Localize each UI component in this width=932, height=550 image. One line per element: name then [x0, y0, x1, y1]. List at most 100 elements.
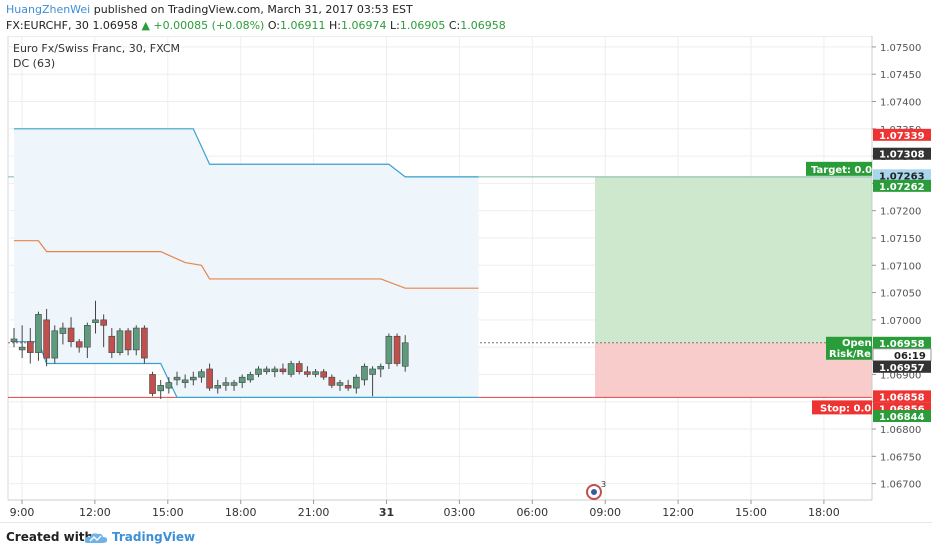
price-badge-bg: [873, 360, 931, 373]
price-change: ▲ +0.00085 (+0.08%): [141, 19, 265, 32]
open-value: 1.06911: [280, 19, 326, 32]
publish-line: HuangZhenWei published on TradingView.co…: [6, 2, 413, 18]
high-label: H:: [329, 19, 341, 32]
footer-bar: Created with TradingView: [0, 522, 932, 550]
candle-body: [100, 319, 107, 326]
price-badge-label: 1.07339: [879, 131, 925, 142]
candle-body: [295, 363, 303, 373]
high-value: 1.06974: [341, 19, 387, 32]
price-badge-label: 1.07262: [879, 182, 925, 193]
donchian-upper-line: [14, 128, 479, 178]
candle-body: [198, 371, 205, 378]
price-badge-label: 1.07308: [879, 150, 925, 161]
candle-body: [43, 319, 50, 359]
candle-body: [190, 376, 197, 381]
price-chart[interactable]: 1.075001.074501.074001.073501.073001.072…: [0, 36, 932, 522]
candle-body: [214, 385, 222, 389]
target-badge-label: Target: 0.0: [811, 165, 872, 176]
candle-body: [157, 385, 164, 392]
price-tick-label: 1.07050: [880, 289, 921, 300]
candle-body: [10, 338, 18, 342]
candle-body: [124, 330, 132, 351]
candle-body: [222, 382, 230, 386]
risk-badge-label: Risk/Re: [829, 349, 871, 360]
candle-body: [18, 346, 26, 351]
time-axis[interactable]: 9:00 12:00 15:00 18:00 21:00 31 03:00 06:00 09:0…: [8, 499, 872, 519]
time-tick-label: 9:00: [10, 506, 35, 519]
position-zones[interactable]: [8, 176, 872, 398]
candle-body: [35, 314, 42, 353]
candle-body: [255, 368, 262, 375]
candle-body: [279, 368, 287, 373]
candle-body: [230, 382, 238, 386]
low-value: 1.06905: [399, 19, 446, 32]
price-tick-label: 1.06900: [880, 370, 921, 381]
price-badge-bg: [873, 128, 931, 141]
price-badge-bg: [873, 336, 931, 349]
candle-body: [247, 374, 254, 381]
candle-body: [320, 371, 328, 378]
price-tick-label: 1.07200: [880, 207, 921, 218]
time-tick-label: 12:00: [662, 506, 694, 519]
symbol-label: FX:EURCHF, 30: [6, 19, 89, 32]
candle-body: [132, 327, 140, 351]
time-tick-label: 18:00: [808, 506, 840, 519]
candle-body: [108, 335, 116, 353]
donchian-middle-line: [14, 240, 479, 289]
candle-body: [287, 363, 295, 375]
donchian-channel: [14, 128, 479, 398]
close-label: C:: [448, 19, 461, 32]
candle-body: [352, 376, 360, 389]
time-tick-label: 15:00: [152, 506, 184, 519]
candle-body: [92, 319, 99, 323]
candle-body: [336, 382, 344, 386]
price-axis[interactable]: 1.075001.074501.074001.073501.073001.072…: [871, 36, 921, 500]
candle-body: [26, 341, 34, 353]
low-label: L:: [390, 19, 400, 32]
candle-body: [173, 376, 181, 381]
stop-zone: [595, 342, 872, 398]
time-tick-label: 31: [379, 506, 394, 519]
price-badge-bg: [873, 390, 931, 403]
candle-body: [116, 330, 124, 353]
time-tick-label: 15:00: [735, 506, 767, 519]
event-icon[interactable]: 3: [586, 480, 606, 500]
stop-badge-bg: [812, 400, 872, 415]
price-badge-label: 1.06858: [879, 392, 925, 403]
price-tick-label: 1.07150: [880, 234, 921, 245]
donchian-fill: [14, 128, 479, 398]
price-tick-label: 1.06800: [880, 425, 921, 436]
price-badge-label: 1.06958: [879, 339, 925, 350]
candle-body: [206, 368, 213, 389]
close-value: 1.06958: [460, 19, 506, 32]
time-tick-label: 06:00: [516, 506, 548, 519]
price-tick-label: 1.07000: [880, 316, 921, 327]
price-tick-label: 1.07500: [880, 43, 921, 54]
price-badge-label: 1.06844: [879, 412, 925, 423]
tradingview-brand[interactable]: TradingView: [112, 530, 196, 544]
price-badge-label: 1.06856: [879, 404, 925, 415]
candle-body: [84, 325, 91, 348]
candle-body: [263, 368, 270, 373]
price-tick-label: 1.07400: [880, 98, 921, 109]
stop-badge-label: Stop: 0.0: [820, 403, 871, 414]
quote-line: FX:EURCHF, 30 1.06958 ▲ +0.00085 (+0.08%…: [6, 18, 506, 34]
price-badge-bg: [873, 169, 931, 182]
author-link[interactable]: HuangZhenWei: [6, 3, 91, 16]
candle-body: [149, 374, 156, 394]
candle-body: [361, 365, 368, 381]
candle-body: [181, 379, 189, 383]
header-bar: HuangZhenWei published on TradingView.co…: [0, 0, 932, 36]
candle-body: [385, 335, 393, 364]
candle-body: [75, 341, 83, 348]
price-badge-label: 1.07263: [879, 171, 925, 182]
target-zone: [595, 176, 872, 343]
risk-badge-bg: [826, 336, 872, 360]
price-badge-label: 1.06957: [879, 363, 925, 374]
event-count: 3: [601, 480, 606, 489]
published-text: published on TradingView.com, March 31, …: [93, 3, 413, 16]
price-tick-label: 1.06750: [880, 452, 921, 463]
price-tick-label: 1.07100: [880, 261, 921, 272]
last-price: 1.06958: [92, 19, 138, 32]
